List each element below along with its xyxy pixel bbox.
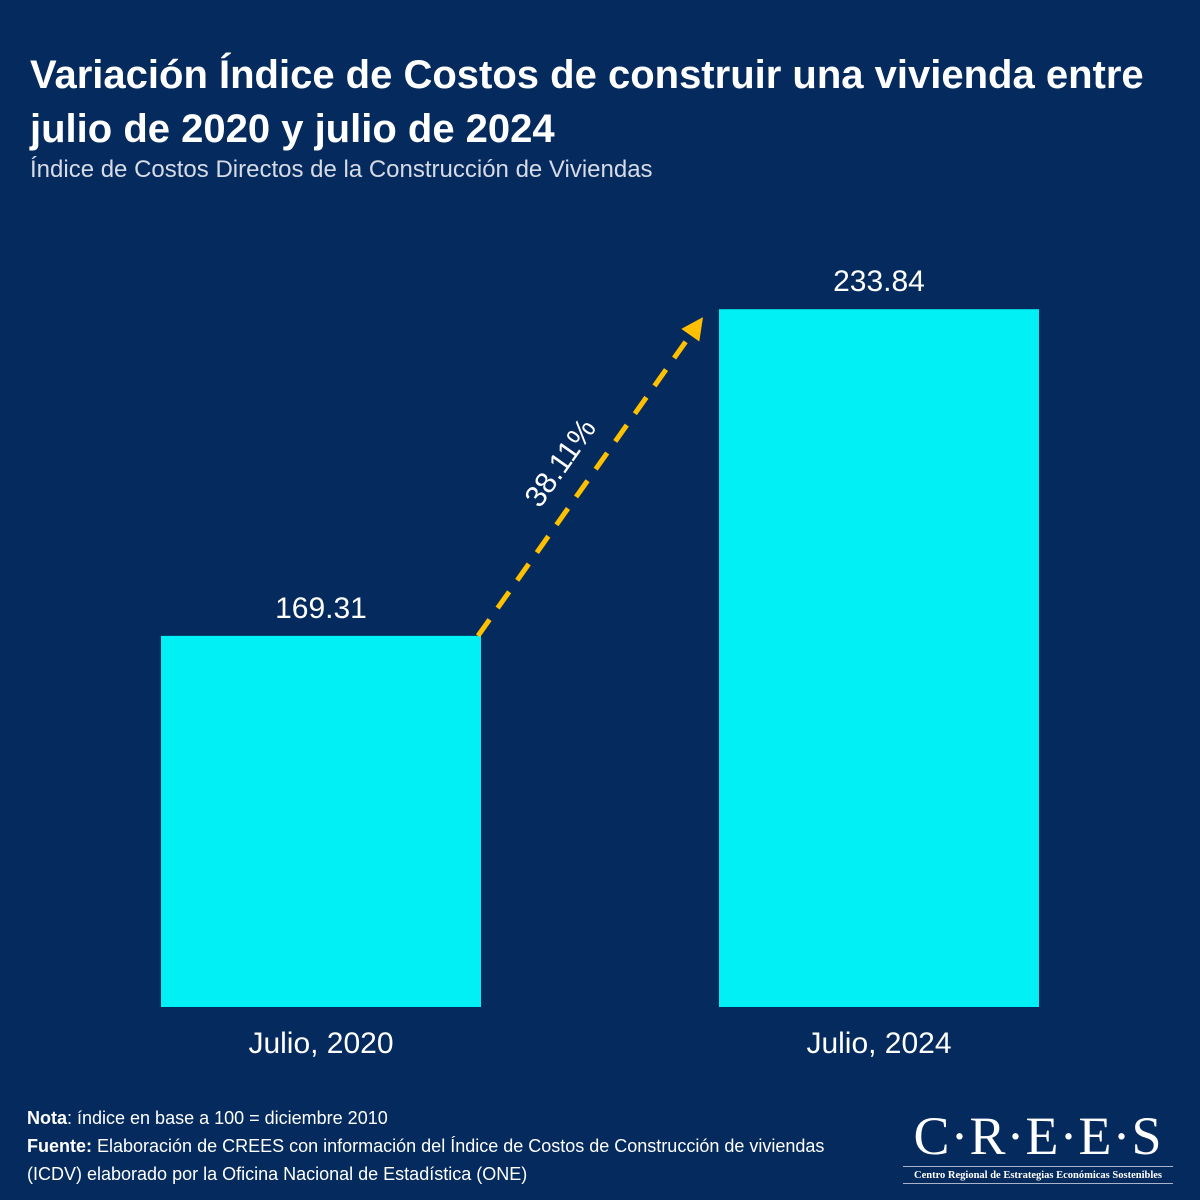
logo-wordmark: C·R·E·E·S (913, 1106, 1163, 1166)
source-text: Elaboración de CREES con información del… (27, 1136, 825, 1184)
category-label-2024: Julio, 2024 (806, 1027, 951, 1060)
category-label-2020: Julio, 2020 (248, 1027, 393, 1060)
growth-percent-label: 38.11% (519, 413, 603, 513)
bar-julio-2024 (719, 309, 1039, 1007)
growth-arrow (475, 327, 697, 638)
value-label-2020: 169.31 (275, 592, 367, 625)
source-line: Fuente: Elaboración de CREES con informa… (27, 1132, 827, 1188)
chart-subtitle: Índice de Costos Directos de la Construc… (30, 156, 653, 183)
source-label: Fuente: (27, 1136, 92, 1156)
note-line: Nota: índice en base a 100 = diciembre 2… (27, 1104, 827, 1132)
bar-julio-2020 (161, 635, 481, 1007)
footer-notes: Nota: índice en base a 100 = diciembre 2… (27, 1104, 827, 1188)
value-label-2024: 233.84 (833, 265, 925, 298)
note-label: Nota (27, 1108, 67, 1128)
growth-arrow-head (681, 317, 703, 342)
crees-logo: C·R·E·E·S Centro Regional de Estrategias… (903, 1108, 1173, 1187)
chart-title: Variación Índice de Costos de construir … (30, 53, 1144, 151)
logo-tagline: Centro Regional de Estrategias Económica… (913, 1170, 1162, 1181)
note-text: : índice en base a 100 = diciembre 2010 (67, 1108, 388, 1128)
